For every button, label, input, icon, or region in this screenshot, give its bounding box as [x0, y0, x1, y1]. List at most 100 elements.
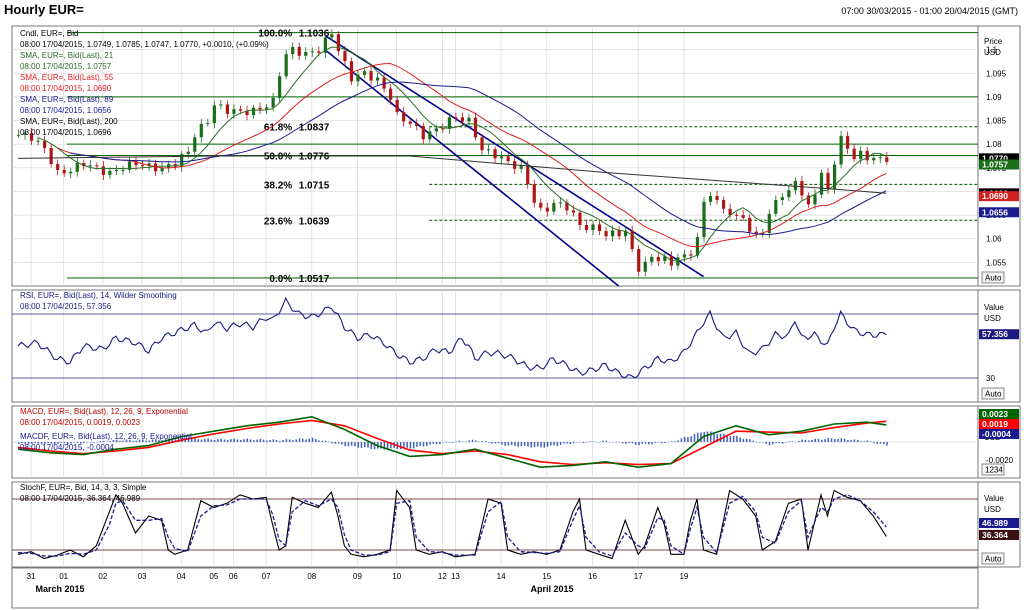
candle-body: [630, 230, 634, 249]
macd-histogram-bar: [142, 439, 144, 442]
auto-button[interactable]: [981, 387, 1005, 400]
candle-body: [839, 135, 843, 165]
macd-histogram-bar: [794, 441, 797, 443]
macd-histogram-bar: [478, 441, 480, 442]
macd-histogram-bar: [559, 442, 562, 445]
candle-body: [297, 46, 301, 56]
candle-body: [121, 169, 125, 171]
macd-histogram-bar: [76, 442, 79, 443]
candle-body: [193, 137, 197, 152]
macd-histogram-bar: [471, 439, 474, 442]
fib-percent-label: 38.2%: [264, 180, 292, 191]
macd-histogram-bar: [517, 442, 519, 447]
macd-histogram-bar: [230, 439, 232, 442]
macd-histogram-bar: [876, 442, 879, 444]
candle-body: [571, 210, 576, 213]
macd-histogram-bar: [266, 440, 268, 442]
macd-value-label: 0.0023: [982, 409, 1008, 419]
macd-histogram-bar: [279, 440, 281, 442]
auto-button[interactable]: [981, 271, 1005, 284]
macd-histogram-bar: [615, 441, 617, 443]
macd-histogram-bar: [373, 442, 376, 450]
candle-body: [565, 202, 569, 211]
fib-percent-label: 0.0%: [269, 274, 292, 285]
macd-histogram-bar: [419, 442, 422, 447]
candle-body: [43, 140, 47, 149]
macd-histogram-bar: [556, 442, 559, 446]
macd-histogram-bar: [488, 442, 490, 443]
macd-histogram-bar: [670, 441, 673, 442]
legend-name: StochF, EUR=, Bid, 14, 3, 3, Simple: [20, 483, 147, 492]
candle-body: [186, 151, 190, 155]
auto-button[interactable]: [981, 552, 1005, 565]
macd-histogram-bar: [641, 442, 643, 444]
macd-histogram-bar: [383, 442, 386, 450]
macd-histogram-bar: [481, 441, 484, 442]
macd-histogram-bar: [455, 441, 457, 443]
macd-histogram-bar: [768, 442, 771, 446]
value-axis: [977, 289, 1021, 403]
candle-body: [82, 163, 86, 167]
macd-histogram-bar: [775, 442, 777, 444]
legend-name: SMA, EUR=, Bid(Last), 21: [20, 51, 114, 60]
macd-histogram-bar: [18, 442, 20, 444]
macd-histogram-bar: [510, 442, 513, 446]
macd-histogram-bar: [191, 438, 193, 442]
macd-histogram-bar: [765, 442, 768, 444]
macd-histogram-bar: [40, 442, 43, 445]
macd-histogram-bar: [37, 442, 40, 444]
legend-detail: 08:00 17/04/2015, -0.0004: [20, 443, 114, 452]
candle-body: [88, 165, 92, 167]
macd-histogram-bar: [292, 440, 294, 442]
candle-body: [16, 134, 21, 136]
sma-200-line: [17, 155, 887, 194]
macd-value-tag: [979, 429, 1019, 439]
macd-value-label: 0.0019: [982, 419, 1008, 429]
macd-histogram-bar: [863, 441, 865, 442]
macd-histogram-bar: [592, 441, 595, 442]
candle-body: [885, 157, 889, 162]
macd-histogram-bar: [403, 442, 405, 449]
macd-histogram-bar: [204, 438, 206, 442]
candle-body: [349, 61, 354, 82]
macd-histogram-bar: [347, 442, 350, 447]
candle-body: [728, 208, 732, 215]
candle-body: [389, 88, 393, 100]
candle-body: [735, 214, 739, 216]
candle-body: [624, 230, 628, 237]
sma-89-line: [70, 81, 887, 236]
macd-histogram-bar: [239, 440, 242, 442]
price-tag: [979, 207, 1019, 218]
macd-histogram-bar: [350, 442, 353, 446]
candle-body: [480, 137, 484, 151]
price-tag: [979, 159, 1019, 170]
candle-body: [434, 128, 438, 132]
candle-body: [49, 148, 53, 165]
macd-histogram-bar: [654, 442, 657, 443]
macd-histogram-bar: [432, 442, 435, 444]
macd-histogram-bar: [187, 439, 190, 442]
macd-line: [17, 415, 887, 469]
macd-histogram-bar: [236, 439, 239, 442]
candle-body: [539, 202, 543, 208]
legend-name: SMA, EUR=, Bid(Last), 89: [20, 95, 114, 104]
candle-body: [160, 167, 164, 172]
macd-histogram-bar: [210, 439, 213, 442]
month-label: April 2015: [530, 584, 573, 594]
macd-histogram-bar: [634, 442, 637, 445]
macd-histogram-bar: [341, 442, 343, 445]
macd-histogram-bar: [621, 442, 624, 444]
legend-name: SMA, EUR=, Bid(Last), 55: [20, 73, 114, 82]
candle-body: [69, 171, 73, 174]
price-tag-label: 1.0770: [982, 153, 1008, 163]
macd-histogram-bar: [27, 442, 30, 445]
macd-histogram-bar: [226, 439, 229, 442]
macd-histogram-bar: [830, 438, 833, 442]
macd-histogram-bar: [197, 439, 200, 442]
macd-histogram-bar: [285, 439, 288, 442]
candle-body: [865, 150, 869, 161]
macd-histogram-bar: [693, 434, 696, 442]
auto-button[interactable]: [981, 463, 1005, 476]
candle-body: [291, 46, 295, 55]
